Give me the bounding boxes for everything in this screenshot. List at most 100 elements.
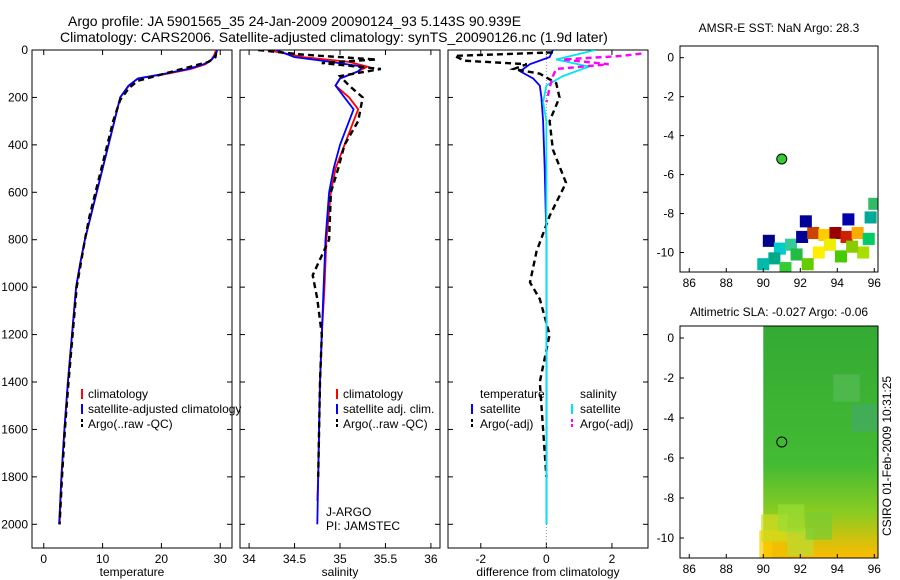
series-line-temperature-climatology [58,50,217,525]
figure-title-line1: Argo profile: JA 5901565_35 24-Jan-2009 … [68,13,521,29]
footer-stamp: CSIRO 01-Feb-2009 10:31:25 [880,375,894,536]
amsr_sst_map-cell [790,248,803,261]
amsr_sst_map-cell [864,211,877,224]
amsr_sst_map-ytick-label: -2 [663,90,674,104]
amsr_sst_map-cell [807,226,820,240]
legend-label-temperature: satellite-adjusted climatology [88,402,241,416]
altimetric_sla_map-axes-frame [679,325,879,559]
temperature-ytick-label: 1200 [1,328,28,342]
panels-group: 0 10 20 30temperature0200400600800100012001… [1,21,881,579]
salinity-series-group [258,50,382,525]
legend-label-difference: satellite [580,402,621,416]
salinity-xtick-label: 34.5 [283,552,307,566]
altimetric_sla_map-xtick-label: 86 [683,562,697,576]
altimetric_sla_map-ytick-label: -4 [663,411,674,425]
temperature-ytick-label: 0 [21,43,28,57]
legend-label-difference: temperature [480,387,545,401]
amsr_sst_map-cell [785,238,798,251]
temperature-ytick-label: 200 [8,90,28,104]
series-line-salinity-climatology [267,50,370,501]
salinity-xtick-label: 34 [242,552,256,566]
altimetric_sla_map-cell [777,504,805,532]
altimetric_sla_map-argo-marker [776,436,788,448]
amsr_sst_map-cell [768,252,781,265]
altimetric_sla_map-cells [759,326,878,558]
difference-axes-frame [447,49,649,549]
amsr_sst_map-cell [829,226,842,240]
amsr_sst_map-cell [779,262,792,272]
legend-label-difference: salinity [580,387,617,401]
salinity-xtick-label: 35 [333,552,347,566]
temperature-ytick-label: 600 [8,185,28,199]
series-line-temperature-satellite-adjusted-climatology [58,50,219,525]
amsr_sst_map-cell [773,242,786,255]
amsr_sst_map-xtick-label: 94 [831,276,845,290]
amsr_sst_map-xtick-label: 96 [868,276,882,290]
amsr_sst_map-axes-frame [679,45,879,273]
altimetric_sla_map-cell [851,404,878,432]
altimetric_sla_map-xtick-label: 88 [720,562,734,576]
series-line-difference-salinity-argo-adj- [545,52,642,103]
salinity-axes-frame [239,49,441,549]
temperature-xtick-label: 20 [155,552,169,566]
legend-label-difference: Argo(-adj) [480,417,533,431]
altimetric_sla_map-cell [833,374,860,402]
legend-label-salinity: satellite adj. clim. [343,402,434,416]
amsr_sst_map-argo-marker [776,153,788,165]
temperature-ytick-label: 1600 [1,422,28,436]
altimetric_sla_map-xtick-label: 96 [868,562,882,576]
figure-title-line2: Climatology: CARS2006. Satellite-adjuste… [60,29,608,45]
amsr_sst_map-cell [846,240,859,253]
series-line-difference-temperature-argo-adj- [454,51,568,477]
amsr_sst_map-ytick-label: -6 [663,168,674,182]
amsr_sst_map-cell [842,213,855,226]
amsr_sst_map-ytick-label: -8 [663,207,674,221]
panel-altimetric_sla_map: Altimetric SLA: -0.027 Argo: -0.06 86 88 90… [657,305,882,576]
amsr_sst_map-cell [868,197,878,210]
legend-label-salinity: climatology [343,387,403,401]
salinity-xtick-label: 35.5 [374,552,398,566]
altimetric_sla_map-xtick-label: 90 [757,562,771,576]
altimetric_sla_map-ytick-label: -8 [663,491,674,505]
temperature-ytick-label: 800 [8,233,28,247]
amsr_sst_map-cell [757,258,770,271]
difference-xtick-label: 0 [543,552,550,566]
temperature-ytick-label: 1400 [1,375,28,389]
difference-series-group [454,50,642,525]
amsr_sst_map-cell [840,230,853,243]
amsr_sst_map-xtick-label: 86 [683,276,697,290]
salinity-xlabel: salinity [322,565,359,579]
temperature-xtick-label: 30 [214,552,228,566]
temperature-xtick-label: 0 [40,552,47,566]
legend-label-salinity: Argo(..raw -QC) [343,417,428,431]
difference-xlabel: difference from climatology [476,565,619,579]
amsr_sst_map-cell [818,228,831,242]
series-line-temperature-argo-raw-qc- [58,52,218,525]
amsr_sst_map-ytick-label: -10 [657,246,675,260]
altimetric_sla_map-ytick-label: 0 [667,331,674,345]
salinity-xtick-label: 36 [424,552,438,566]
altimetric_sla_map-ytick-label: -2 [663,371,674,385]
difference-xtick-label: 2 [609,552,616,566]
altimetric_sla_map-title: Altimetric SLA: -0.027 Argo: -0.06 [690,305,868,319]
amsr_sst_map-xtick-label: 90 [757,276,771,290]
panel-salinity: 34 34.5 35 35.5 36 salinity climatologysatelli… [239,49,441,579]
temperature-axes-frame [31,49,233,549]
temperature-series-group [58,50,219,525]
temperature-xlabel: temperature [100,565,165,579]
amsr_sst_map-xtick-label: 92 [794,276,808,290]
temperature-ytick-label: 2000 [1,517,28,531]
altimetric_sla_map-ytick-label: -6 [663,451,674,465]
amsr_sst_map-cell [862,232,875,245]
panel-temperature: 0 10 20 30 temperature 0 200 400 600 800 1000 1200 1… [1,43,241,579]
altimetric_sla_map-xtick-label: 94 [831,562,845,576]
amsr_sst_map-cell [762,234,775,247]
salinity-annotation: J-ARGO [326,505,371,519]
altimetric_sla_map-xtick-label: 92 [794,562,808,576]
legend-label-temperature: Argo(..raw -QC) [88,417,173,431]
temperature-ytick-label: 1000 [1,280,28,294]
amsr_sst_map-ytick-label: 0 [667,51,674,65]
amsr_sst_map-ytick-label: -4 [663,129,674,143]
